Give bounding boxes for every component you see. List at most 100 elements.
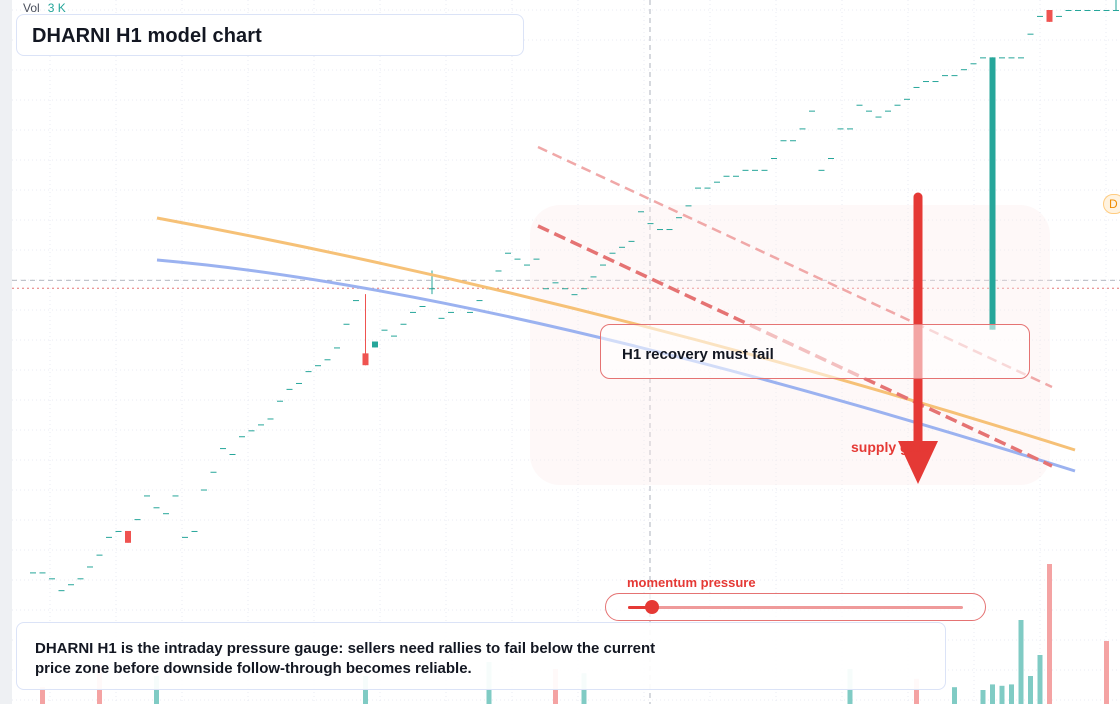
candle-body <box>324 359 331 361</box>
candle-body <box>172 495 179 497</box>
volume-bar <box>952 687 957 704</box>
volume-bar <box>154 676 159 704</box>
candle-body <box>695 187 701 189</box>
candle-body <box>628 240 635 242</box>
candle-body <box>429 288 435 290</box>
candle-body <box>885 110 891 112</box>
candle-body <box>1037 15 1043 17</box>
candle-body <box>714 181 720 183</box>
description-card: DHARNI H1 is the intraday pressure gauge… <box>16 622 946 690</box>
volume-bar <box>1104 641 1109 704</box>
candles <box>30 0 1119 592</box>
candle-body <box>704 187 711 189</box>
candle-body <box>818 169 825 171</box>
candle-body <box>1056 15 1062 17</box>
channel-lower <box>537 224 1053 468</box>
candle-body <box>68 584 74 586</box>
candle-body <box>201 489 207 491</box>
candle-body <box>999 57 1005 59</box>
supply-arrow <box>898 192 938 484</box>
volume-legend: Vol 3 K <box>23 1 66 15</box>
candle-body <box>619 246 625 248</box>
candle-body <box>58 590 65 592</box>
candle-body <box>685 205 692 207</box>
candle-body <box>980 57 986 59</box>
volume-bar <box>1037 655 1043 704</box>
candle-body <box>894 104 901 106</box>
candle-body <box>866 110 872 112</box>
candle-body <box>875 116 882 118</box>
candle-body <box>362 353 369 366</box>
candle-body <box>30 572 36 574</box>
momentum-gauge[interactable] <box>605 593 986 621</box>
candle-body <box>790 140 796 142</box>
candle-body <box>1046 10 1053 22</box>
candle-body <box>809 110 815 112</box>
candle-body <box>334 347 340 349</box>
gauge-knob[interactable] <box>644 600 659 614</box>
candle-body <box>115 530 122 532</box>
candle-body <box>771 158 777 159</box>
candle-body <box>153 507 160 509</box>
candle-body <box>1084 10 1091 11</box>
candle-body <box>780 140 787 142</box>
candle-body <box>942 75 948 77</box>
candle-body <box>1103 10 1110 11</box>
volume-bar <box>980 690 986 704</box>
gauge-fill <box>628 606 652 609</box>
candle-body <box>581 288 587 290</box>
left-edge-strip <box>0 0 12 704</box>
candle-body <box>723 175 730 177</box>
side-badge[interactable]: D <box>1103 194 1120 214</box>
volume-bar <box>990 684 995 704</box>
candle-body <box>277 400 283 402</box>
volume-bar <box>1047 564 1052 704</box>
arrow-head <box>898 441 938 484</box>
candle-body <box>638 211 644 213</box>
candle-body <box>49 578 55 580</box>
candle-body <box>951 75 958 77</box>
candle-body <box>258 424 264 426</box>
chart-title: DHARNI H1 model chart <box>32 25 262 47</box>
candle-body <box>239 436 245 438</box>
candle-body <box>657 229 663 231</box>
candle-body <box>467 311 473 313</box>
candle-body <box>476 300 483 302</box>
title-card: DHARNI H1 model chart <box>16 14 524 56</box>
volume-bar <box>1018 620 1024 704</box>
volume-bar <box>1028 676 1033 704</box>
candle-body <box>552 282 559 284</box>
candle-body <box>134 519 141 521</box>
candle-body <box>1008 57 1015 59</box>
candle-body <box>220 448 226 450</box>
candle-body <box>562 288 568 290</box>
candle-body <box>400 323 407 325</box>
candle-body <box>87 566 93 568</box>
orange-trendline <box>156 216 1076 452</box>
candle-body <box>514 258 521 260</box>
supply-gate-label: supply gate <box>851 439 929 455</box>
candle-body <box>989 57 996 330</box>
candle-body <box>39 572 46 574</box>
candle-body <box>106 536 112 538</box>
candle-body <box>590 276 597 278</box>
volume-value: 3 K <box>47 1 66 15</box>
volume-bar <box>40 687 45 704</box>
candle-body <box>847 128 853 130</box>
candle-body <box>600 264 606 266</box>
candle-body <box>524 264 530 266</box>
candle-body <box>837 128 844 130</box>
candle-body <box>932 81 939 83</box>
candle-body <box>828 158 834 159</box>
candle-body <box>799 128 806 130</box>
candle-body <box>353 300 359 302</box>
candle-body <box>144 495 150 497</box>
candle-body <box>315 365 321 367</box>
candle-body <box>229 454 236 455</box>
candle-body <box>125 530 131 543</box>
candle-body <box>210 471 217 473</box>
candle-body <box>77 578 84 580</box>
candle-body <box>742 169 749 171</box>
candle-body <box>1094 10 1100 11</box>
candle-body <box>647 223 654 225</box>
